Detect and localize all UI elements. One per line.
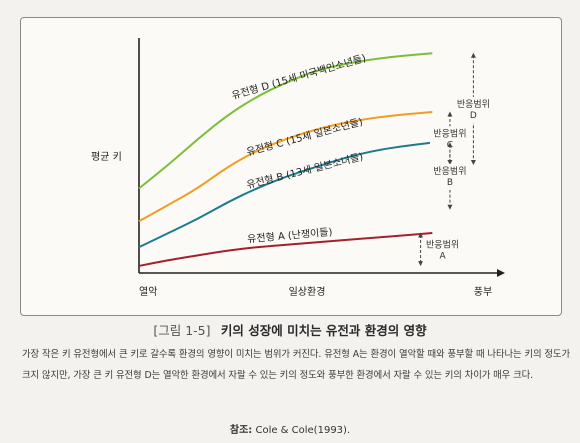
x-axis-arrow (497, 269, 505, 277)
series-line (138, 52, 433, 190)
range-label-bg (422, 237, 463, 264)
figure-number: [그림 1-5] (153, 323, 211, 338)
source-label: 참조: (229, 425, 253, 436)
series-line (138, 232, 433, 267)
range-label-bg (429, 163, 470, 190)
source-citation: 참조: Cole & Cole(1993). (0, 421, 580, 436)
figure-frame: 유전형 D (15세 미국백인소년들) 반응범위 D 유전형 C (15세 일본소년들… (20, 17, 562, 316)
x-axis-right-label: 풍부 (474, 286, 492, 298)
series-label: 유전형 C (15세 일본소년들) (245, 116, 364, 159)
range-label: 반응범위 (426, 239, 459, 250)
range-label: 반응범위 (433, 166, 466, 177)
figure-description: 가장 작은 키 유전형에서 큰 키로 갈수록 환경의 영향이 미치는 범위가 커… (22, 349, 570, 381)
range-label: D (470, 111, 477, 121)
range-label: B (447, 178, 453, 188)
series-line (138, 111, 433, 223)
y-axis-label: 평균 키 (91, 151, 122, 163)
series-label: 유전형 D (15세 미국백인소년들) (230, 52, 367, 102)
range-label: 반응범위 (433, 128, 466, 139)
range-label: A (440, 251, 447, 261)
figure-title: 키의 성장에 미치는 유전과 환경의 영향 (220, 323, 427, 338)
x-axis-label: 일상환경 (289, 285, 326, 298)
range-label: 반응범위 (457, 99, 490, 110)
series-line (138, 141, 433, 249)
range-label-bg (453, 96, 494, 123)
x-axis-left-label: 열악 (139, 286, 157, 298)
series-label: 유전형 B (13세 일본소녀들) (245, 151, 364, 192)
figure-caption: [그림 1-5] 키의 성장에 미치는 유전과 환경의 영향 (0, 320, 580, 339)
source-text: Cole & Cole(1993). (255, 425, 351, 436)
